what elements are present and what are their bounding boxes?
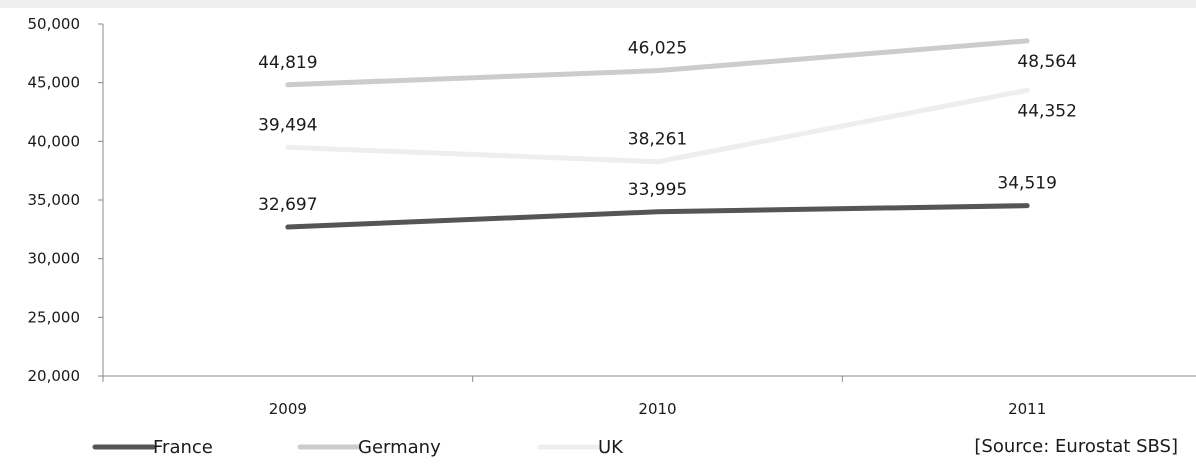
series-line-france bbox=[288, 206, 1027, 227]
axes: 20,000 25,000 30,000 35,000 40,000 45,000 50,0… bbox=[28, 15, 1196, 418]
y-tick-label: 40,000 bbox=[28, 132, 81, 150]
data-label-germany: 48,564 bbox=[1017, 52, 1076, 72]
data-label-germany: 46,025 bbox=[628, 39, 687, 59]
y-tick-label: 30,000 bbox=[28, 250, 81, 268]
y-tick-label: 45,000 bbox=[28, 74, 81, 92]
data-label-uk: 38,261 bbox=[628, 130, 687, 150]
data-labels: 32,697 33,995 34,519 44,819 46,025 48,564 39,4… bbox=[258, 39, 1077, 215]
data-label-uk: 39,494 bbox=[258, 115, 317, 135]
data-label-germany: 44,819 bbox=[258, 53, 317, 73]
legend-label-france: France bbox=[153, 437, 213, 458]
legend-label-uk: UK bbox=[598, 437, 624, 458]
series-line-uk bbox=[288, 90, 1027, 161]
y-tick-label: 20,000 bbox=[28, 367, 81, 385]
top-band bbox=[0, 0, 1196, 8]
legend: France Germany UK bbox=[95, 437, 624, 458]
y-tick-label: 35,000 bbox=[28, 191, 81, 209]
y-tick-label: 50,000 bbox=[28, 15, 81, 33]
x-tick-label: 2009 bbox=[269, 400, 307, 418]
x-tick-label: 2011 bbox=[1008, 400, 1046, 418]
legend-label-germany: Germany bbox=[358, 437, 441, 458]
data-label-uk: 44,352 bbox=[1017, 101, 1076, 121]
source-note: [Source: Eurostat SBS] bbox=[974, 436, 1178, 457]
x-tick-label: 2010 bbox=[638, 400, 676, 418]
y-tick-label: 25,000 bbox=[28, 308, 81, 326]
data-label-france: 32,697 bbox=[258, 195, 317, 215]
data-label-france: 33,995 bbox=[628, 180, 687, 200]
data-label-france: 34,519 bbox=[997, 174, 1056, 194]
